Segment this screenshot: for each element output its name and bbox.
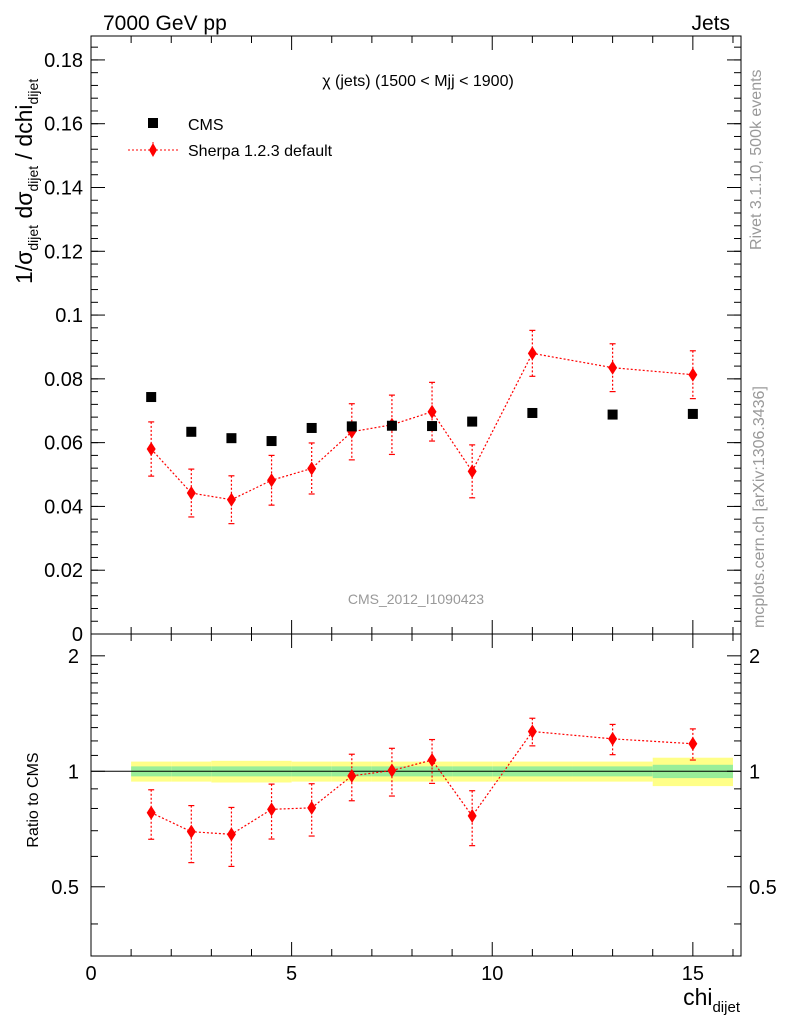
side-label-rivet: Rivet 3.1.10, 500k events [748, 69, 765, 250]
main-ytick-label: 0.12 [44, 241, 83, 263]
ratio-sherpa-point [527, 724, 537, 739]
legend-marker-cms [148, 118, 158, 128]
y-axis-label: 1/σdijet dσdijet / dchidijet [11, 79, 41, 284]
ratio-ytick-label-right: 0.5 [749, 877, 777, 899]
main-ytick-label: 0.04 [44, 496, 83, 518]
watermark: CMS_2012_I1090423 [348, 591, 484, 607]
ratio-sherpa-point [387, 763, 397, 778]
ratio-sherpa-point [467, 808, 477, 823]
cms-point [306, 422, 317, 433]
ratio-panel: 0.5 0.5 1 1 2 2 0 5 10 15 Ratio to CMS chidijet [25, 36, 777, 1016]
header-right: Jets [691, 12, 730, 35]
header-left: 7000 GeV pp [103, 12, 227, 35]
legend-marker-sherpa [149, 143, 157, 157]
main-ytick-label: 0.18 [44, 50, 83, 72]
ratio-ytick-label-right: 2 [749, 646, 760, 668]
main-ytick-label: 0.14 [44, 177, 83, 199]
ratio-frame [90, 633, 742, 957]
ratio-ytick-label-right: 1 [749, 761, 760, 783]
sherpa-point [688, 367, 698, 382]
cms-point [346, 421, 357, 432]
xtick-label: 15 [682, 963, 704, 985]
sherpa-point [186, 486, 196, 501]
xtick-label: 0 [85, 963, 96, 985]
sherpa-point [427, 404, 437, 419]
cms-point [386, 420, 397, 431]
xtick-label: 10 [481, 963, 503, 985]
ratio-sherpa-point [226, 827, 236, 842]
sherpa-line [150, 352, 693, 501]
legend-label-cms: CMS [188, 117, 224, 134]
main-title: χ (jets) (1500 < Mjj < 1900) [322, 73, 514, 90]
ratio-sherpa-line [150, 730, 693, 835]
ratio-ytick-label: 0.5 [51, 877, 79, 899]
sherpa-point [608, 360, 618, 375]
main-ytick-label: 0.06 [44, 433, 83, 455]
ratio-ytick-label: 1 [68, 761, 79, 783]
sherpa-point [146, 442, 156, 457]
ratio-sherpa-point [688, 736, 698, 751]
ratio-sherpa-point [267, 802, 277, 817]
ratio-ytick-label: 2 [68, 646, 79, 668]
cms-point [186, 426, 197, 437]
main-panel: χ (jets) (1500 < Mjj < 1900) CMS_2012_I1… [11, 35, 742, 646]
x-axis-label: chidijet [683, 984, 741, 1016]
main-ytick-label: 0.08 [44, 369, 83, 391]
cms-point [687, 408, 698, 419]
legend: CMS Sherpa 1.2.3 default [128, 117, 333, 160]
side-label-mcplots: mcplots.cern.ch [arXiv:1306.3436] [751, 386, 768, 628]
ratio-y-axis-label: Ratio to CMS [25, 752, 42, 847]
legend-label-sherpa: Sherpa 1.2.3 default [188, 143, 333, 160]
xtick-label: 5 [286, 963, 297, 985]
cms-point [467, 416, 478, 427]
main-ytick-label: 0 [72, 624, 83, 646]
sherpa-point [307, 461, 317, 476]
main-ytick-label: 0.02 [44, 560, 83, 582]
cms-point [607, 409, 618, 420]
sherpa-point [527, 346, 537, 361]
ratio-sherpa-point [146, 805, 156, 820]
cms-point [427, 421, 438, 432]
ratio-sherpa-point [608, 731, 618, 746]
ratio-sherpa-point [307, 800, 317, 815]
sherpa-point [267, 473, 277, 488]
sherpa-point [226, 492, 236, 507]
ratio-sherpa-point [427, 753, 437, 768]
cms-point [226, 433, 237, 444]
cms-point [146, 392, 157, 403]
cms-point [266, 436, 277, 447]
cms-point [527, 407, 538, 418]
main-ytick-label: 0.16 [44, 114, 83, 136]
ratio-sherpa-point [347, 768, 357, 783]
ratio-sherpa-point [186, 824, 196, 839]
main-ytick-label: 0.1 [55, 305, 83, 327]
sherpa-point [467, 464, 477, 479]
